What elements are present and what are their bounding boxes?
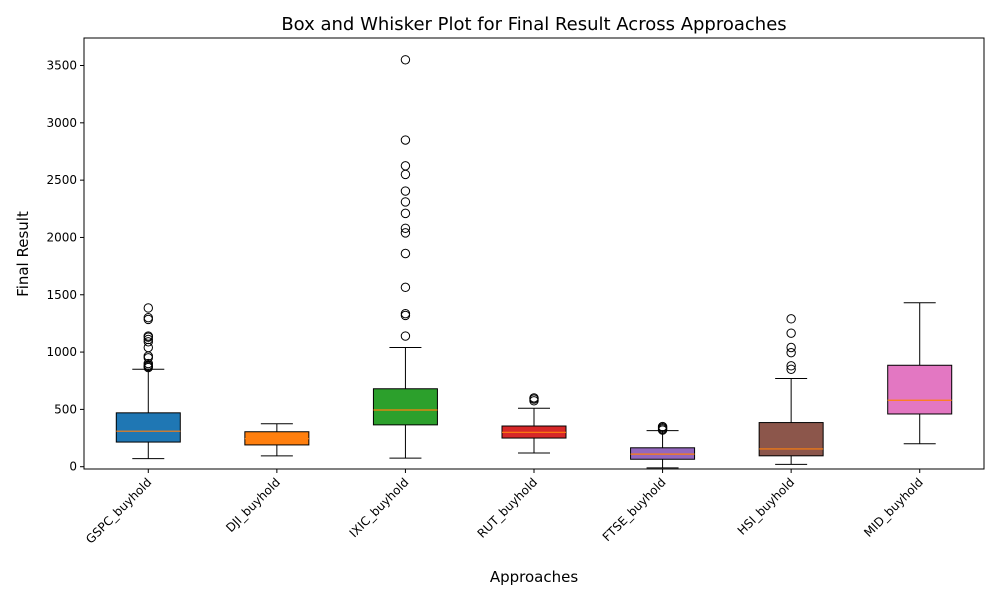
outlier-point [143,312,153,323]
box-group-RUT_buyhold [501,393,567,454]
outlier-point [143,334,153,345]
iqr-box [115,412,181,443]
outlier-point [786,328,796,338]
outlier-point [400,282,411,293]
iqr-box [887,364,953,415]
y-tick-label: 0 [69,460,77,474]
x-axis-label: Approaches [490,568,578,586]
outlier-point [786,314,796,324]
y-tick-label: 3000 [46,116,77,130]
y-tick-label: 1000 [46,345,77,359]
outlier-point [400,55,411,65]
y-tick-label: 2000 [46,230,77,244]
outlier-point [400,169,411,180]
outlier-point [143,337,153,347]
box-group-GSPC_buyhold [115,303,181,460]
outlier-point [400,135,411,145]
box-group-IXIC_buyhold [372,55,438,459]
x-tick-label: FTSE_buyhold [600,475,669,544]
y-tick-label: 2500 [46,173,77,187]
box-group-FTSE_buyhold [630,421,696,469]
outlier-point [786,342,796,353]
plot-area [83,37,985,470]
outlier-point [400,161,411,171]
outlier-point [143,303,153,313]
y-tick-label: 500 [54,402,77,416]
x-tick-label: MID_buyhold [861,475,926,540]
outlier-point [143,358,153,369]
x-tick-label: HSI_buyhold [735,475,798,538]
outlier-point [400,228,411,238]
x-tick-label: RUT_buyhold [475,475,541,541]
y-axis: 0 500 1000 1500 2000 2500 3000 3500 [46,59,84,474]
box-group-MID_buyhold [887,302,953,445]
outlier-point [400,208,411,219]
outlier-point [786,347,796,358]
outlier-point [657,421,668,432]
outlier-point [400,248,411,259]
outlier-point [400,308,411,319]
outlier-point [400,331,411,341]
outlier-point [400,223,411,233]
iqr-box [758,422,824,457]
chart-title: Box and Whisker Plot for Final Result Ac… [281,14,786,35]
x-tick-label: GSPC_buyhold [83,475,154,546]
outlier-point [143,331,153,341]
boxes [115,55,953,469]
outlier-point [400,197,411,207]
outlier-point [529,393,539,403]
iqr-box [372,388,438,426]
x-tick-label: IXIC_buyhold [347,475,412,540]
y-tick-label: 1500 [46,288,77,302]
outlier-point [400,186,411,196]
y-tick-label: 3500 [46,59,77,73]
x-axis: GSPC_buyhold DJI_buyhold IXIC_buyhold RUT_b… [83,469,926,546]
box-group-HSI_buyhold [758,314,824,465]
x-tick-label: DJI_buyhold [223,475,283,535]
y-axis-label: Final Result [14,211,32,297]
outlier-point [786,364,796,374]
outlier-point [786,361,796,371]
box-group-DJI_buyhold [244,423,310,457]
